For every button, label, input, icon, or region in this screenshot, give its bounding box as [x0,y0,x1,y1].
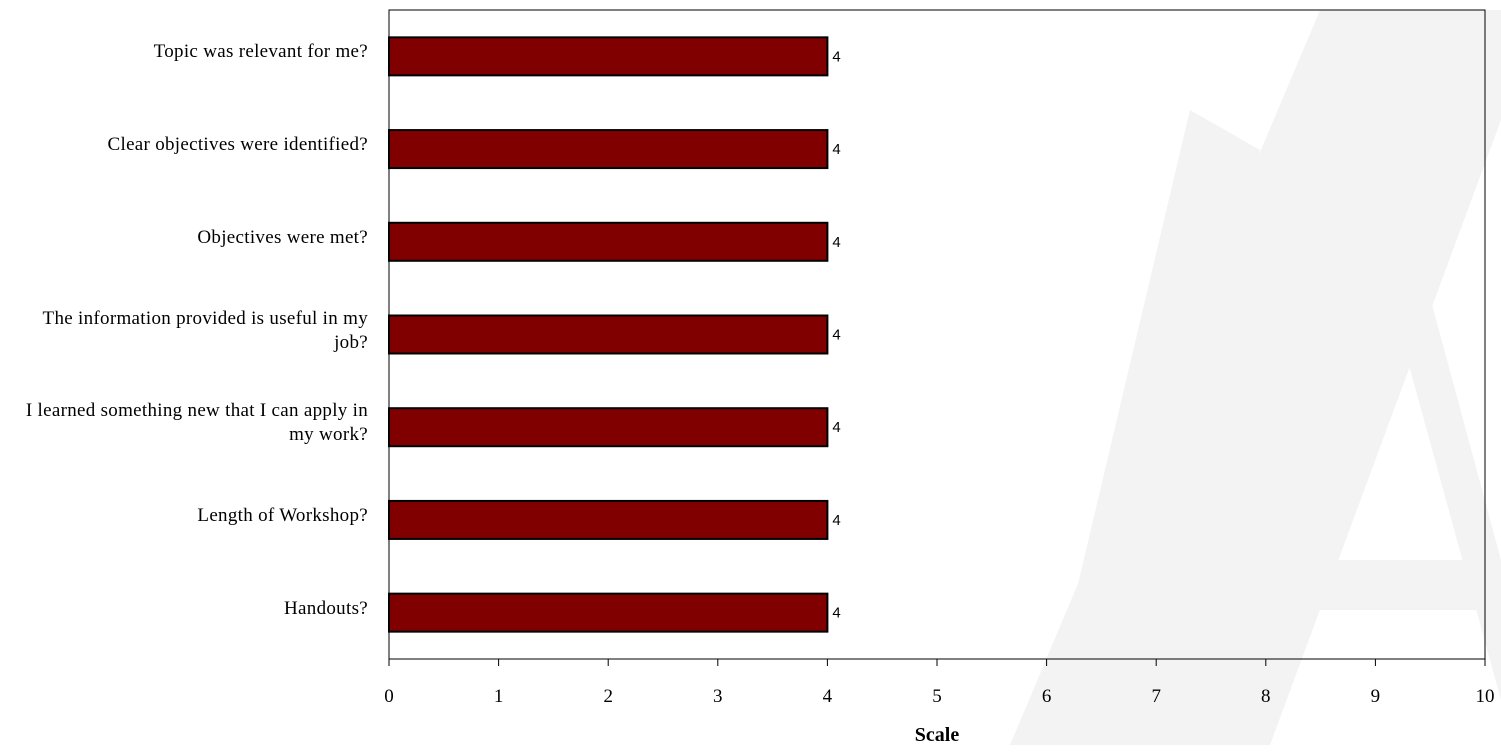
x-tick-label: 0 [384,686,394,707]
bar [388,129,829,170]
bar [388,407,829,448]
value-labels-group: 4 4 4 4 4 4 4 [832,48,840,621]
watermark-stroke-mid [1040,110,1260,745]
category-label: I learned something new that I can apply… [25,400,368,446]
x-ticks-group: 0 1 2 3 4 5 6 7 8 9 10 [384,659,1495,707]
watermark-crossbar [1190,560,1501,610]
x-tick-label: 2 [603,686,613,707]
category-label: Length of Workshop? [197,504,368,526]
value-label: 4 [832,327,840,344]
watermark-logo [1010,10,1501,745]
x-tick-label: 7 [1151,686,1161,707]
bars-group [388,36,829,633]
value-label: 4 [832,48,840,65]
x-axis-label: Scale [915,724,960,746]
x-tick-label: 8 [1261,686,1271,707]
category-label: Topic was relevant for me? [153,41,368,63]
x-tick-label: 9 [1371,686,1381,707]
bar [388,314,829,355]
x-tick-label: 5 [932,686,942,707]
category-label: Objectives were met? [197,226,368,248]
bar [388,36,829,77]
x-tick-label: 3 [713,686,723,707]
value-label: 4 [832,234,840,251]
bar [388,592,829,633]
bar [388,499,829,540]
value-label: 4 [832,419,840,436]
category-label: The information provided is useful in my… [42,307,368,353]
x-tick-label: 10 [1476,686,1495,707]
value-label: 4 [832,512,840,529]
x-tick-label: 4 [823,686,833,707]
category-label: Clear objectives were identified? [107,134,368,156]
x-tick-label: 1 [494,686,504,707]
value-label: 4 [832,141,840,158]
x-tick-label: 6 [1042,686,1052,707]
category-label: Handouts? [284,597,368,619]
watermark-stroke-right [1380,260,1501,700]
bar [388,221,829,262]
value-label: 4 [832,605,840,622]
